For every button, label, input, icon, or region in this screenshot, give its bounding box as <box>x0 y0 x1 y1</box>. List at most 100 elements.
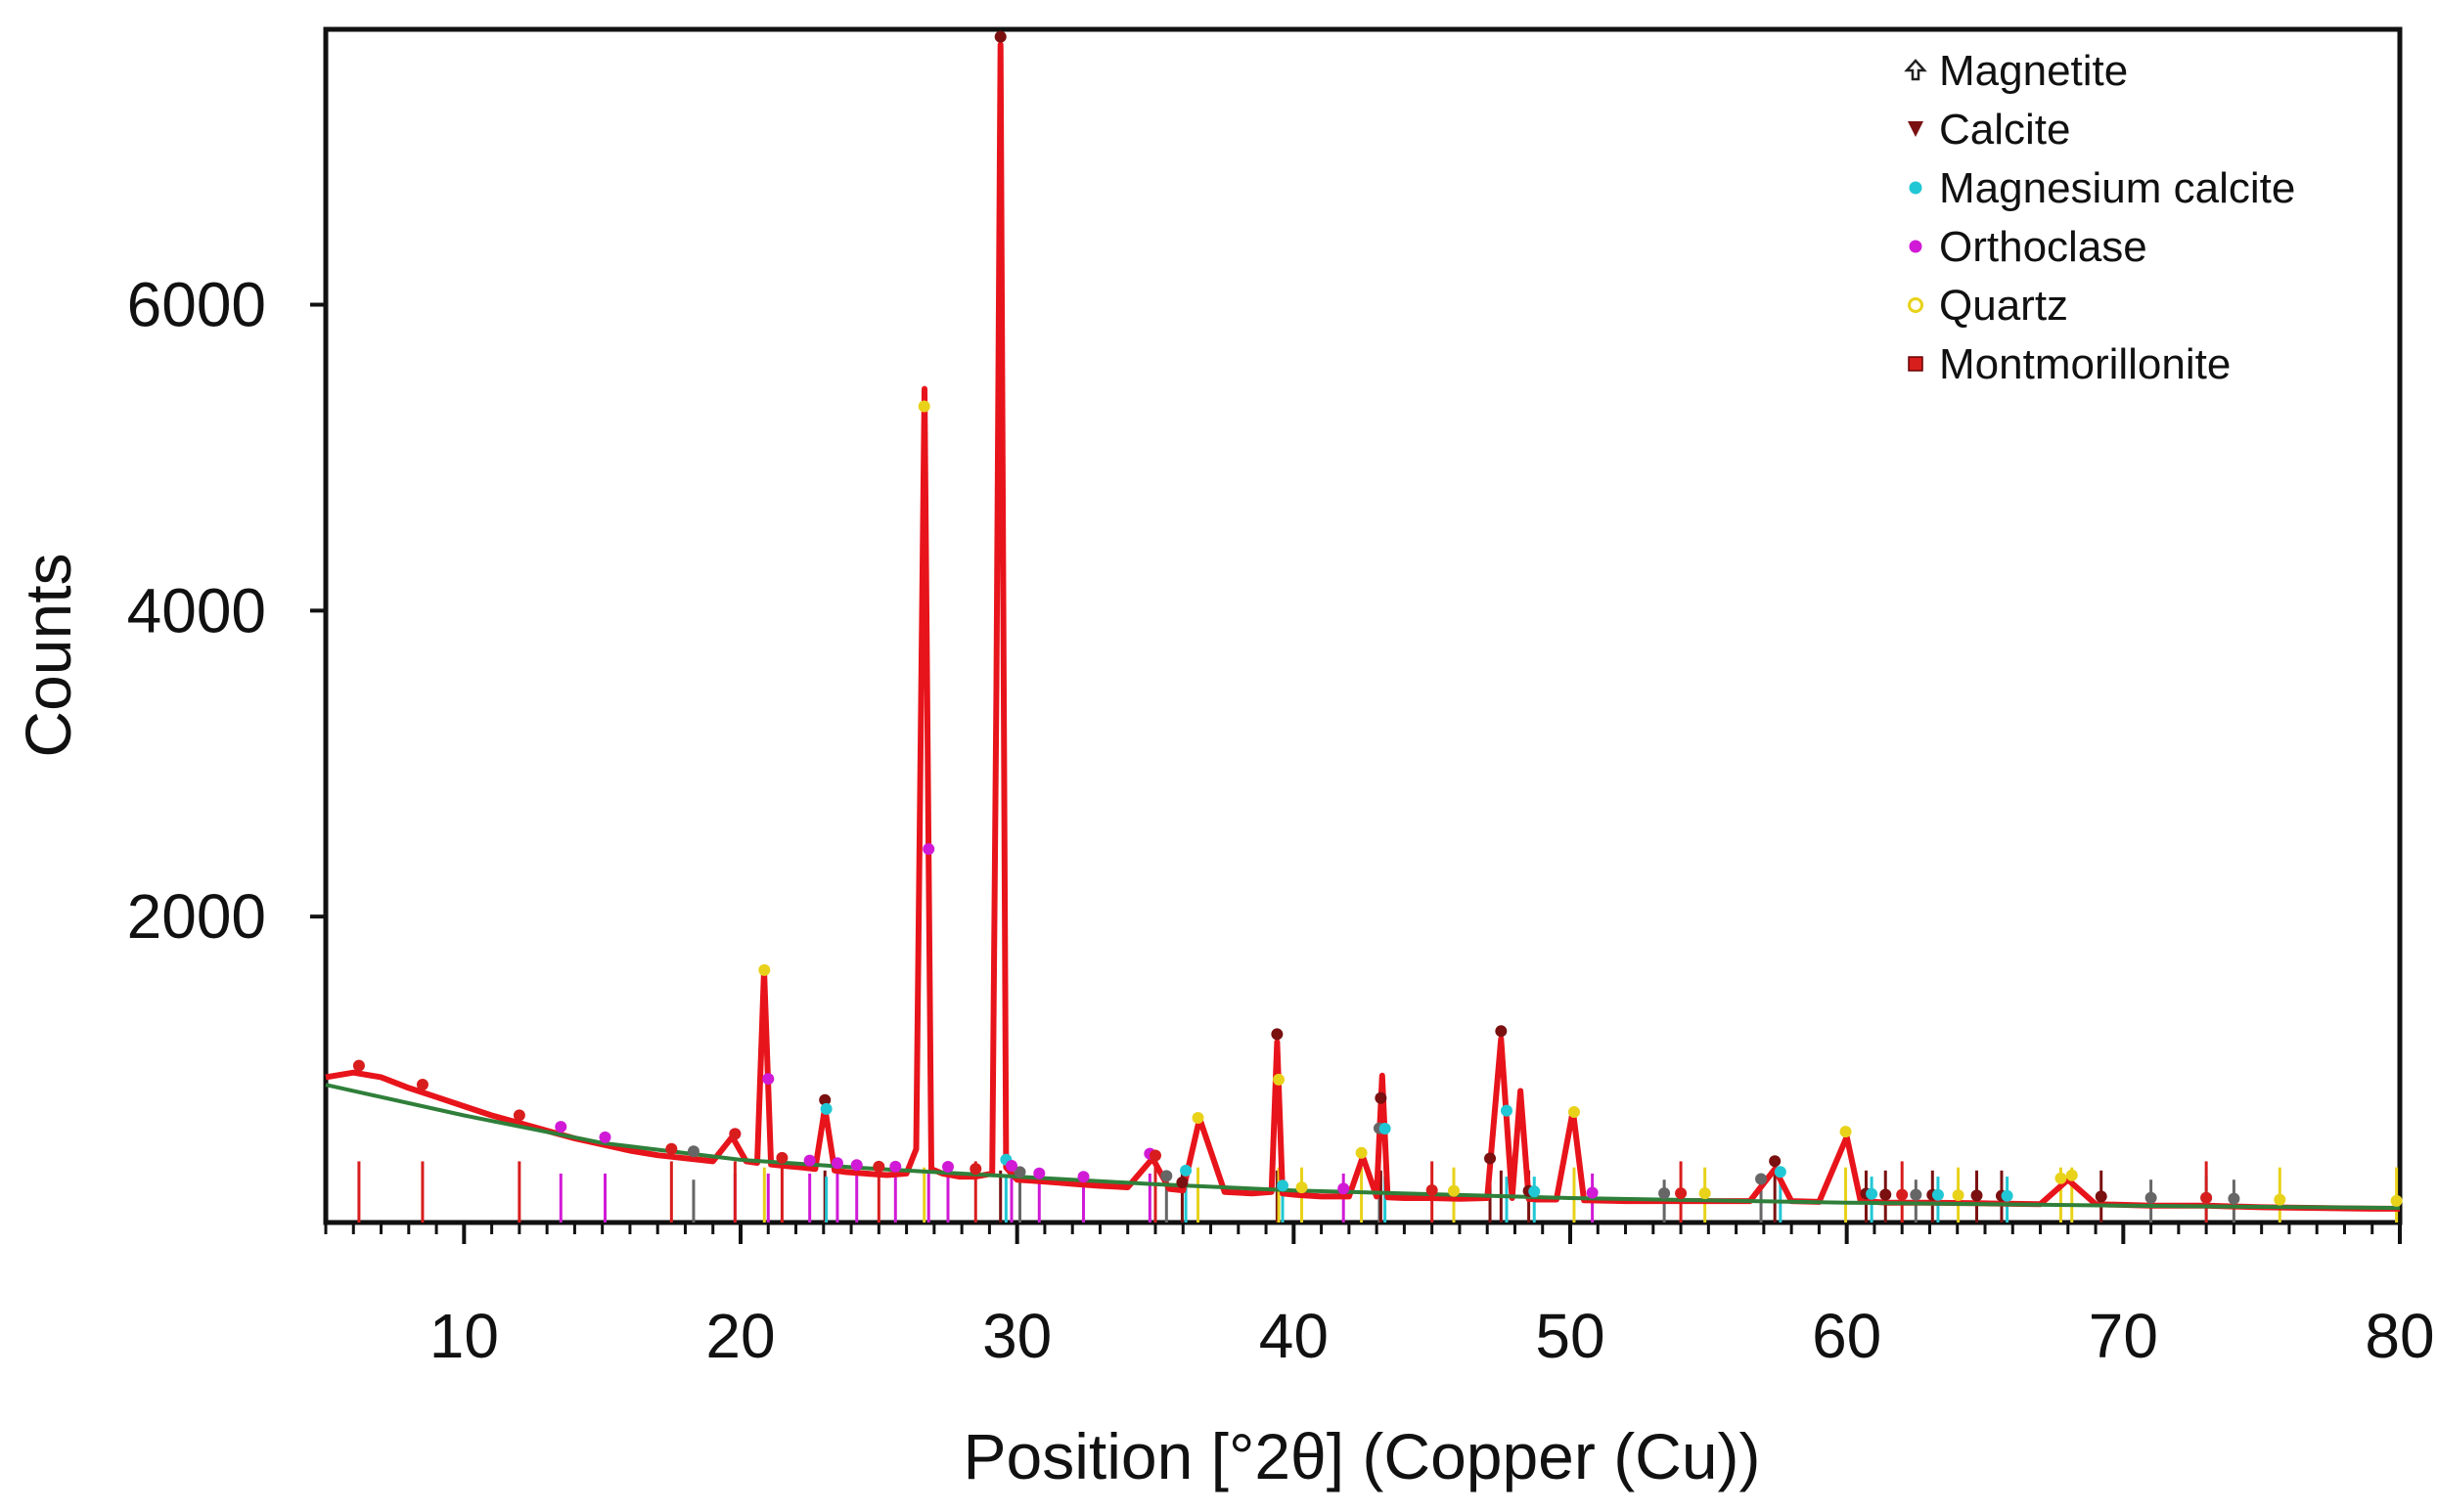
calcite-peak-marker <box>819 1093 832 1106</box>
orthoclase-peak-marker <box>1586 1186 1599 1199</box>
calcite-peak-marker <box>1970 1189 1983 1202</box>
montmorillonite-peak-marker <box>416 1079 429 1091</box>
legend-marker-quartz <box>1908 297 1923 313</box>
montmorillonite-peak-marker <box>1425 1183 1438 1196</box>
quartz-peak-marker <box>1192 1111 1204 1124</box>
magnesium_calcite-peak-marker <box>2001 1189 2013 1202</box>
montmorillonite-peak-marker <box>970 1163 982 1176</box>
magnesium_calcite-peak-marker <box>1180 1164 1193 1177</box>
x-tick-label: 10 <box>429 1301 499 1371</box>
orthoclase-peak-marker <box>1337 1182 1350 1195</box>
montmorillonite-peak-marker <box>729 1128 742 1140</box>
legend-marker-calcite <box>1908 121 1923 137</box>
y-axis: 2000 4000 6000 <box>127 270 326 952</box>
magnesium_calcite-peak-marker <box>1866 1187 1878 1200</box>
quartz-peak-marker <box>2274 1193 2286 1206</box>
legend: Magnetite Calcite Magnesium calcite Orthocl… <box>1904 47 2295 388</box>
calcite-peak-marker <box>1176 1177 1189 1189</box>
magnesium_calcite-peak-marker <box>1528 1185 1541 1198</box>
montmorillonite-peak-marker <box>2200 1191 2213 1204</box>
x-tick-label: 50 <box>1535 1301 1604 1371</box>
magnetite-peak-marker <box>1160 1170 1173 1182</box>
quartz-peak-marker <box>1567 1105 1580 1118</box>
orthoclase-peak-marker <box>762 1073 775 1086</box>
legend-label-calcite: Calcite <box>1939 106 2071 154</box>
orthoclase-peak-marker <box>803 1154 816 1167</box>
calcite-peak-marker <box>1769 1155 1782 1168</box>
magnesium_calcite-peak-marker <box>1931 1188 1944 1201</box>
quartz-peak-marker <box>2054 1172 2067 1184</box>
x-tick-label: 70 <box>2089 1301 2158 1371</box>
quartz-peak-marker <box>1698 1187 1711 1200</box>
legend-marker-magnesium_calcite <box>1909 181 1922 195</box>
calcite-peak-marker <box>2095 1190 2107 1203</box>
montmorillonite-peak-marker <box>1675 1187 1688 1200</box>
orthoclase-peak-marker <box>831 1157 843 1170</box>
plot-frame <box>323 26 2403 1225</box>
calcite-peak-marker <box>1484 1152 1497 1165</box>
x-tick-label: 20 <box>705 1301 775 1371</box>
legend-marker-magnetite <box>1904 59 1927 81</box>
quartz-peak-marker <box>918 400 930 413</box>
magnetite-peak-marker <box>1014 1166 1026 1178</box>
quartz-peak-marker <box>1273 1073 1286 1086</box>
quartz-peak-marker <box>1839 1126 1852 1138</box>
quartz-peak-marker <box>2065 1169 2078 1181</box>
montmorillonite-peak-marker <box>352 1059 365 1072</box>
x-tick-label: 40 <box>1259 1301 1329 1371</box>
orthoclase-peak-marker <box>923 843 935 856</box>
orthoclase-peak-marker <box>555 1121 567 1134</box>
orthoclase-peak-marker <box>1077 1171 1090 1183</box>
magnesium_calcite-peak-marker <box>1378 1123 1391 1135</box>
y-axis-title: Counts <box>12 553 84 757</box>
magnesium_calcite-peak-marker <box>1774 1166 1786 1178</box>
magnesium_calcite-peak-marker <box>1277 1179 1289 1192</box>
orthoclase-peak-marker <box>889 1160 902 1173</box>
quartz-peak-marker <box>758 963 771 976</box>
x-tick-label: 30 <box>982 1301 1052 1371</box>
orthoclase-peak-marker <box>942 1160 954 1173</box>
montmorillonite-peak-marker <box>1896 1188 1909 1201</box>
y-tick-label: 2000 <box>127 881 266 952</box>
magnetite-peak-marker <box>2228 1192 2240 1205</box>
magnesium_calcite-peak-marker <box>820 1102 833 1115</box>
peak-markers-layer <box>352 30 2403 1207</box>
calcite-peak-marker <box>1271 1028 1284 1041</box>
orthoclase-peak-marker <box>1006 1159 1018 1172</box>
montmorillonite-peak-marker <box>1150 1149 1161 1162</box>
legend-marker-montmorillonite <box>1908 356 1923 372</box>
observed-series-line <box>325 41 2400 1212</box>
calcite-peak-marker <box>1375 1091 1387 1104</box>
magnetite-peak-marker <box>1658 1187 1671 1200</box>
montmorillonite-peak-marker <box>776 1151 789 1164</box>
calcite-peak-marker <box>1879 1188 1892 1201</box>
magnetite-peak-marker <box>1755 1173 1768 1185</box>
y-tick-label: 6000 <box>127 270 266 340</box>
calcite-peak-marker <box>1495 1025 1508 1038</box>
legend-label-magnesium_calcite: Magnesium calcite <box>1939 164 2295 212</box>
quartz-peak-marker <box>1952 1189 1964 1202</box>
quartz-peak-marker <box>2390 1194 2403 1207</box>
calcite-peak-marker <box>994 30 1007 43</box>
montmorillonite-peak-marker <box>873 1160 885 1173</box>
legend-marker-orthoclase <box>1909 240 1922 253</box>
x-axis: 10 20 30 40 50 60 70 80 <box>324 1223 2435 1371</box>
magnetite-peak-marker <box>1910 1188 1922 1201</box>
quartz-peak-marker <box>1355 1146 1368 1159</box>
montmorillonite-peak-marker <box>513 1109 525 1122</box>
magnetite-peak-marker <box>687 1145 700 1158</box>
x-axis-title: Position [°2θ] (Copper (Cu)) <box>963 1420 1760 1492</box>
quartz-peak-marker <box>1447 1184 1460 1197</box>
legend-label-montmorillonite: Montmorillonite <box>1939 340 2231 388</box>
x-tick-label: 60 <box>1812 1301 1881 1371</box>
orthoclase-peak-marker <box>1033 1167 1046 1179</box>
x-tick-label: 80 <box>2365 1301 2434 1371</box>
orthoclase-peak-marker <box>850 1159 863 1172</box>
legend-label-quartz: Quartz <box>1939 282 2068 330</box>
magnesium_calcite-peak-marker <box>1500 1104 1512 1117</box>
montmorillonite-peak-marker <box>665 1142 678 1155</box>
quartz-peak-marker <box>1295 1181 1308 1194</box>
legend-label-orthoclase: Orthoclase <box>1939 223 2147 271</box>
